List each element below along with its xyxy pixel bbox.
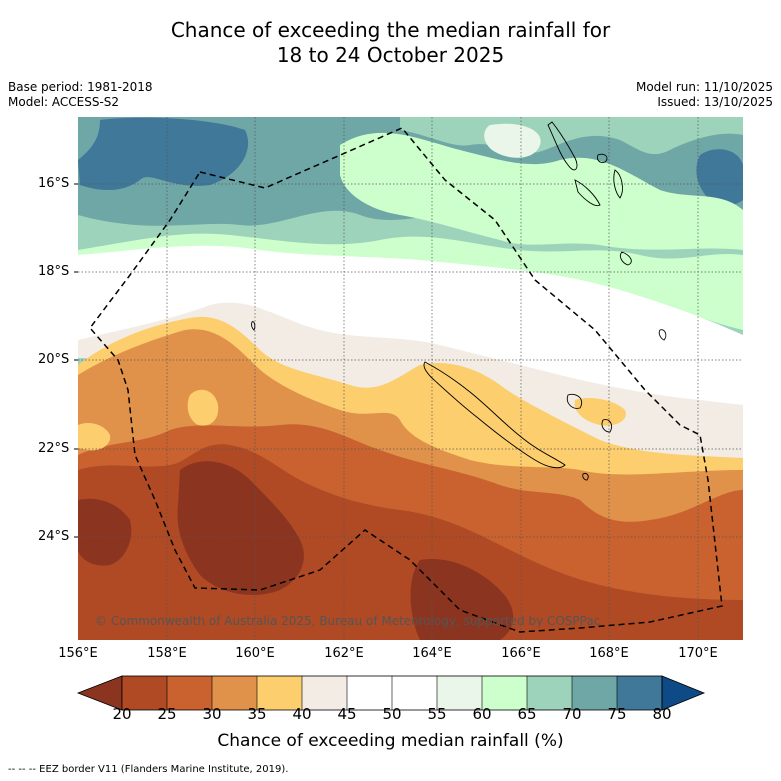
lon-label-160e: 160°E: [235, 646, 275, 661]
vanuatu-mid-coast: [574, 179, 601, 207]
colorbar-tick-75: 75: [607, 705, 627, 723]
lat-label-24s: 24°S: [38, 529, 70, 544]
title-line-1: Chance of exceeding the median rainfall …: [170, 18, 611, 42]
map-title: Chance of exceeding the median rainfall …: [0, 18, 781, 68]
colorbar-tick-30: 30: [202, 705, 222, 723]
meta-left: Base period: 1981-2018 Model: ACCESS-S2: [8, 80, 153, 110]
colorbar-tick-80: 80: [652, 705, 672, 723]
islet-south: [582, 473, 589, 481]
lon-label-166e: 166°E: [501, 646, 541, 661]
colorbar-55-60: [437, 676, 482, 710]
rainfall-map: [78, 117, 743, 640]
colorbar-title: Chance of exceeding median rainfall (%): [217, 731, 564, 751]
lat-label-20s: 20°S: [38, 352, 70, 367]
colorbar-tick-70: 70: [562, 705, 582, 723]
eez-footnote: -- -- -- EEZ border V11 (Flanders Marine…: [8, 764, 289, 775]
band-60-65-north: [340, 132, 743, 250]
colorbar-70-75: [572, 676, 617, 710]
new-caledonia-coast: [423, 361, 566, 469]
colorbar-tick-35: 35: [247, 705, 267, 723]
colorbar-25-30: [167, 676, 212, 710]
lat-label-18s: 18°S: [38, 264, 70, 279]
colorbar-60-65: [482, 676, 527, 710]
lon-label-156e: 156°E: [58, 646, 98, 661]
colorbar-tick-60: 60: [472, 705, 492, 723]
patch-75-80-west: [78, 117, 249, 190]
coastlines: [251, 121, 667, 481]
colorbar-tick-25: 25: [157, 705, 177, 723]
colorbar: [76, 675, 706, 711]
colorbar-tick-50: 50: [382, 705, 402, 723]
colorbar-45-50: [347, 676, 392, 710]
band-60-65-mid: [78, 233, 743, 330]
colorbar-40-45: [302, 676, 347, 710]
colorbar-50-55: [392, 676, 437, 710]
lon-label-170e: 170°E: [678, 646, 718, 661]
patch-55-60: [484, 123, 541, 158]
lat-label-22s: 22°S: [38, 441, 70, 456]
lon-label-158e: 158°E: [147, 646, 187, 661]
vanuatu-south-coast: [619, 251, 632, 266]
patch-35-40-edge: [78, 423, 111, 451]
colorbar-65-70: [527, 676, 572, 710]
model-name: Model: ACCESS-S2: [8, 95, 120, 109]
patch-lt20-south: [410, 559, 514, 640]
vanuatu-north-coast: [547, 121, 578, 171]
issued-date: Issued: 13/10/2025: [657, 95, 773, 109]
colorbar-tick-55: 55: [427, 705, 447, 723]
colorbar-tick-65: 65: [517, 705, 537, 723]
copyright-notice: © Commonwealth of Australia 2025, Bureau…: [95, 614, 601, 628]
patch-35-40-east: [574, 398, 626, 426]
title-line-2: 18 to 24 October 2025: [276, 43, 505, 67]
loyalty-islands-coast: [566, 393, 583, 409]
vanuatu-islet: [597, 153, 608, 163]
patch-35-40-west: [187, 389, 219, 426]
lon-label-164e: 164°E: [412, 646, 452, 661]
patch-lt20-west: [177, 461, 304, 595]
colorbar-tick-40: 40: [292, 705, 312, 723]
islet-west: [251, 321, 256, 331]
meta-right: Model run: 11/10/2025 Issued: 13/10/2025: [636, 80, 773, 110]
model-run: Model run: 11/10/2025: [635, 80, 773, 94]
colorbar-75-80: [617, 676, 662, 710]
colorbar-30-35: [212, 676, 257, 710]
axis-ticks: [74, 183, 78, 538]
patch-lt20-edge: [78, 498, 132, 566]
graticule: [78, 117, 743, 640]
loyalty-islet: [601, 419, 613, 433]
lon-label-162e: 162°E: [324, 646, 364, 661]
lat-label-16s: 16°S: [38, 176, 70, 191]
base-period: Base period: 1981-2018: [8, 80, 153, 94]
patch-75-80-east: [696, 149, 743, 206]
vanuatu-islet-2: [613, 169, 623, 199]
colorbar-20-25: [122, 676, 167, 710]
islet-east: [658, 329, 667, 341]
colorbar-tick-20: 20: [112, 705, 132, 723]
colorbar-tick-45: 45: [337, 705, 357, 723]
lon-label-168e: 168°E: [589, 646, 629, 661]
colorbar-35-40: [257, 676, 302, 710]
band-65-70-north: [400, 117, 743, 155]
